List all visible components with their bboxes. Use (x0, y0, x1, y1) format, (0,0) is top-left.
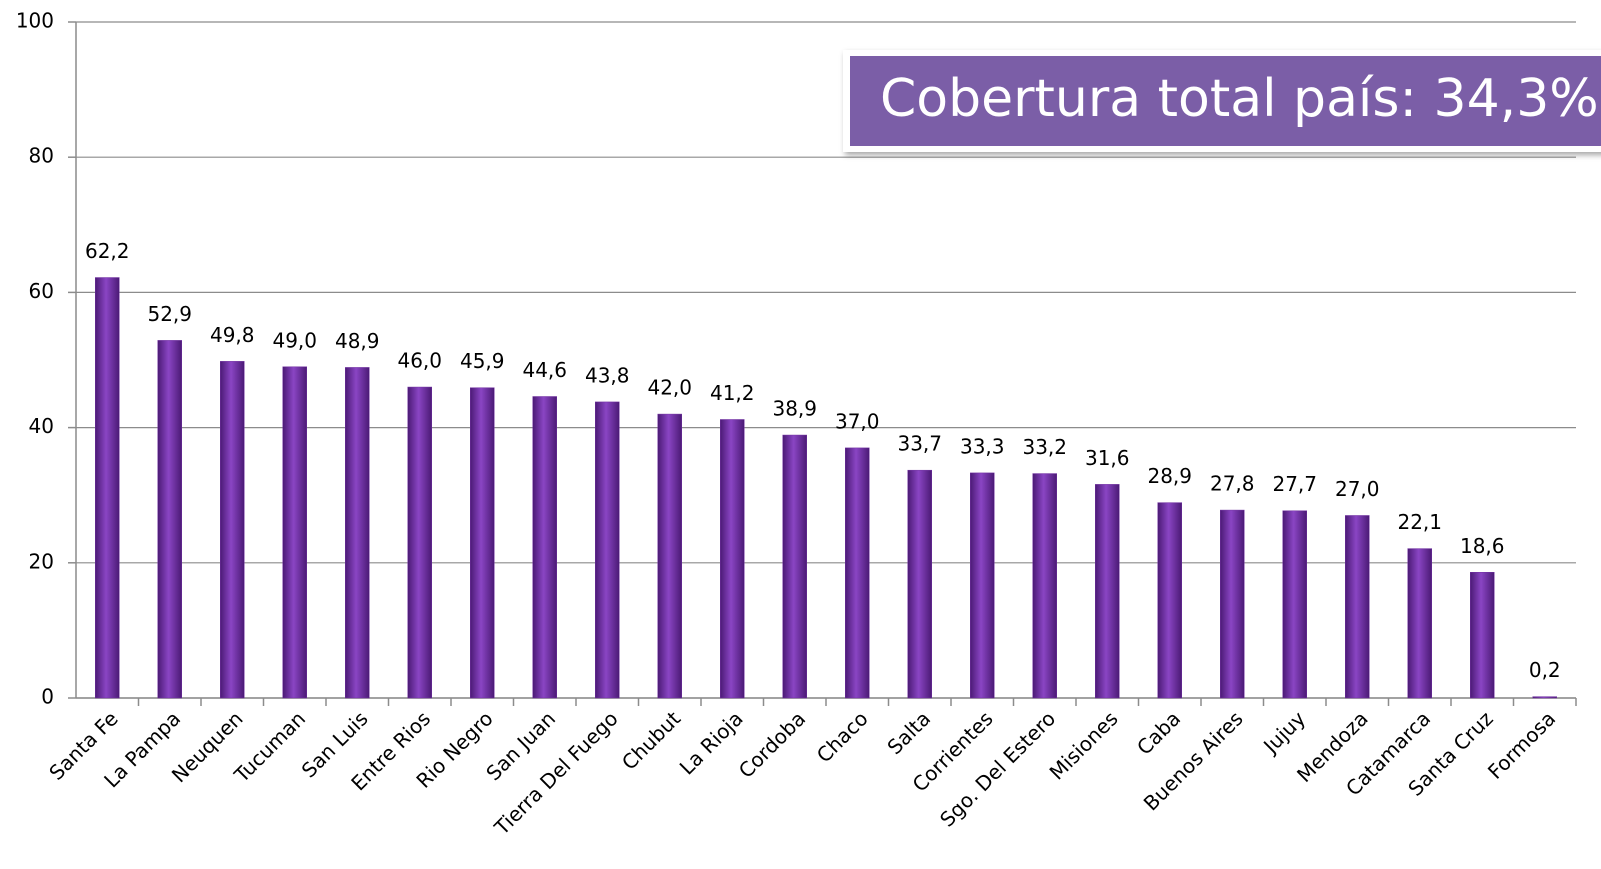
bar (1095, 484, 1120, 699)
data-label: 43,8 (585, 363, 630, 387)
data-label: 44,6 (522, 358, 567, 382)
bar (720, 419, 745, 699)
bar (470, 387, 495, 699)
bar (95, 277, 120, 699)
data-label: 31,6 (1085, 446, 1130, 470)
data-label: 46,0 (397, 349, 442, 373)
x-tick-label: Cordoba (734, 706, 810, 782)
data-label: 27,0 (1335, 477, 1380, 501)
bar (907, 469, 932, 699)
y-tick-label: 100 (16, 9, 54, 33)
bar (532, 396, 557, 699)
annotation-fill (850, 56, 1601, 146)
bar (782, 434, 807, 699)
data-label: 41,2 (710, 381, 755, 405)
bar (1470, 572, 1495, 699)
bar (657, 413, 682, 699)
annotation-text: Cobertura total país: 34,3% (880, 69, 1599, 129)
data-label: 33,3 (960, 434, 1005, 458)
data-label: 62,2 (85, 239, 130, 263)
y-tick-label: 60 (29, 279, 54, 303)
data-label: 0,2 (1529, 658, 1561, 682)
bar (1532, 696, 1557, 699)
data-label: 49,0 (272, 328, 317, 352)
data-label: 33,7 (897, 432, 942, 456)
x-tick-label: Misiones (1045, 706, 1123, 784)
y-tick-label: 40 (29, 414, 54, 438)
bar (1407, 548, 1432, 699)
x-tick-label: Caba (1132, 706, 1185, 759)
y-tick-label: 0 (41, 685, 54, 709)
data-label: 22,1 (1397, 510, 1442, 534)
bar (1157, 502, 1182, 699)
data-label: 49,8 (210, 323, 255, 347)
x-tick-label: Chubut (617, 706, 685, 774)
bar (845, 447, 870, 699)
bar (282, 366, 307, 699)
data-label: 27,7 (1272, 472, 1317, 496)
annotation-box: Cobertura total país: 34,3% (843, 50, 1601, 152)
y-tick-label: 80 (29, 144, 54, 168)
x-tick-label: Jujuy (1257, 706, 1310, 759)
data-label: 52,9 (147, 302, 192, 326)
data-label: 48,9 (335, 329, 380, 353)
data-label: 37,0 (835, 409, 880, 433)
data-label: 27,8 (1210, 472, 1255, 496)
data-label: 38,9 (772, 397, 817, 421)
data-label: 45,9 (460, 349, 505, 373)
data-label: 33,2 (1022, 435, 1067, 459)
x-tick-label: Sgo. Del Estero (935, 706, 1060, 831)
data-label: 18,6 (1460, 534, 1505, 558)
bar (1282, 510, 1307, 699)
data-label: 28,9 (1147, 464, 1192, 488)
bar (1345, 515, 1370, 699)
bar (1220, 509, 1245, 699)
bar (970, 472, 995, 699)
x-tick-label: Salta (882, 706, 935, 759)
bar (595, 401, 620, 699)
x-tick-label: Formosa (1483, 706, 1560, 783)
bar (157, 340, 182, 699)
bar (1032, 473, 1057, 699)
bar (407, 386, 432, 699)
y-tick-label: 20 (29, 549, 54, 573)
data-label: 42,0 (647, 376, 692, 400)
x-tick-label: Chaco (812, 706, 873, 767)
bar (220, 361, 245, 699)
bar (345, 367, 370, 699)
